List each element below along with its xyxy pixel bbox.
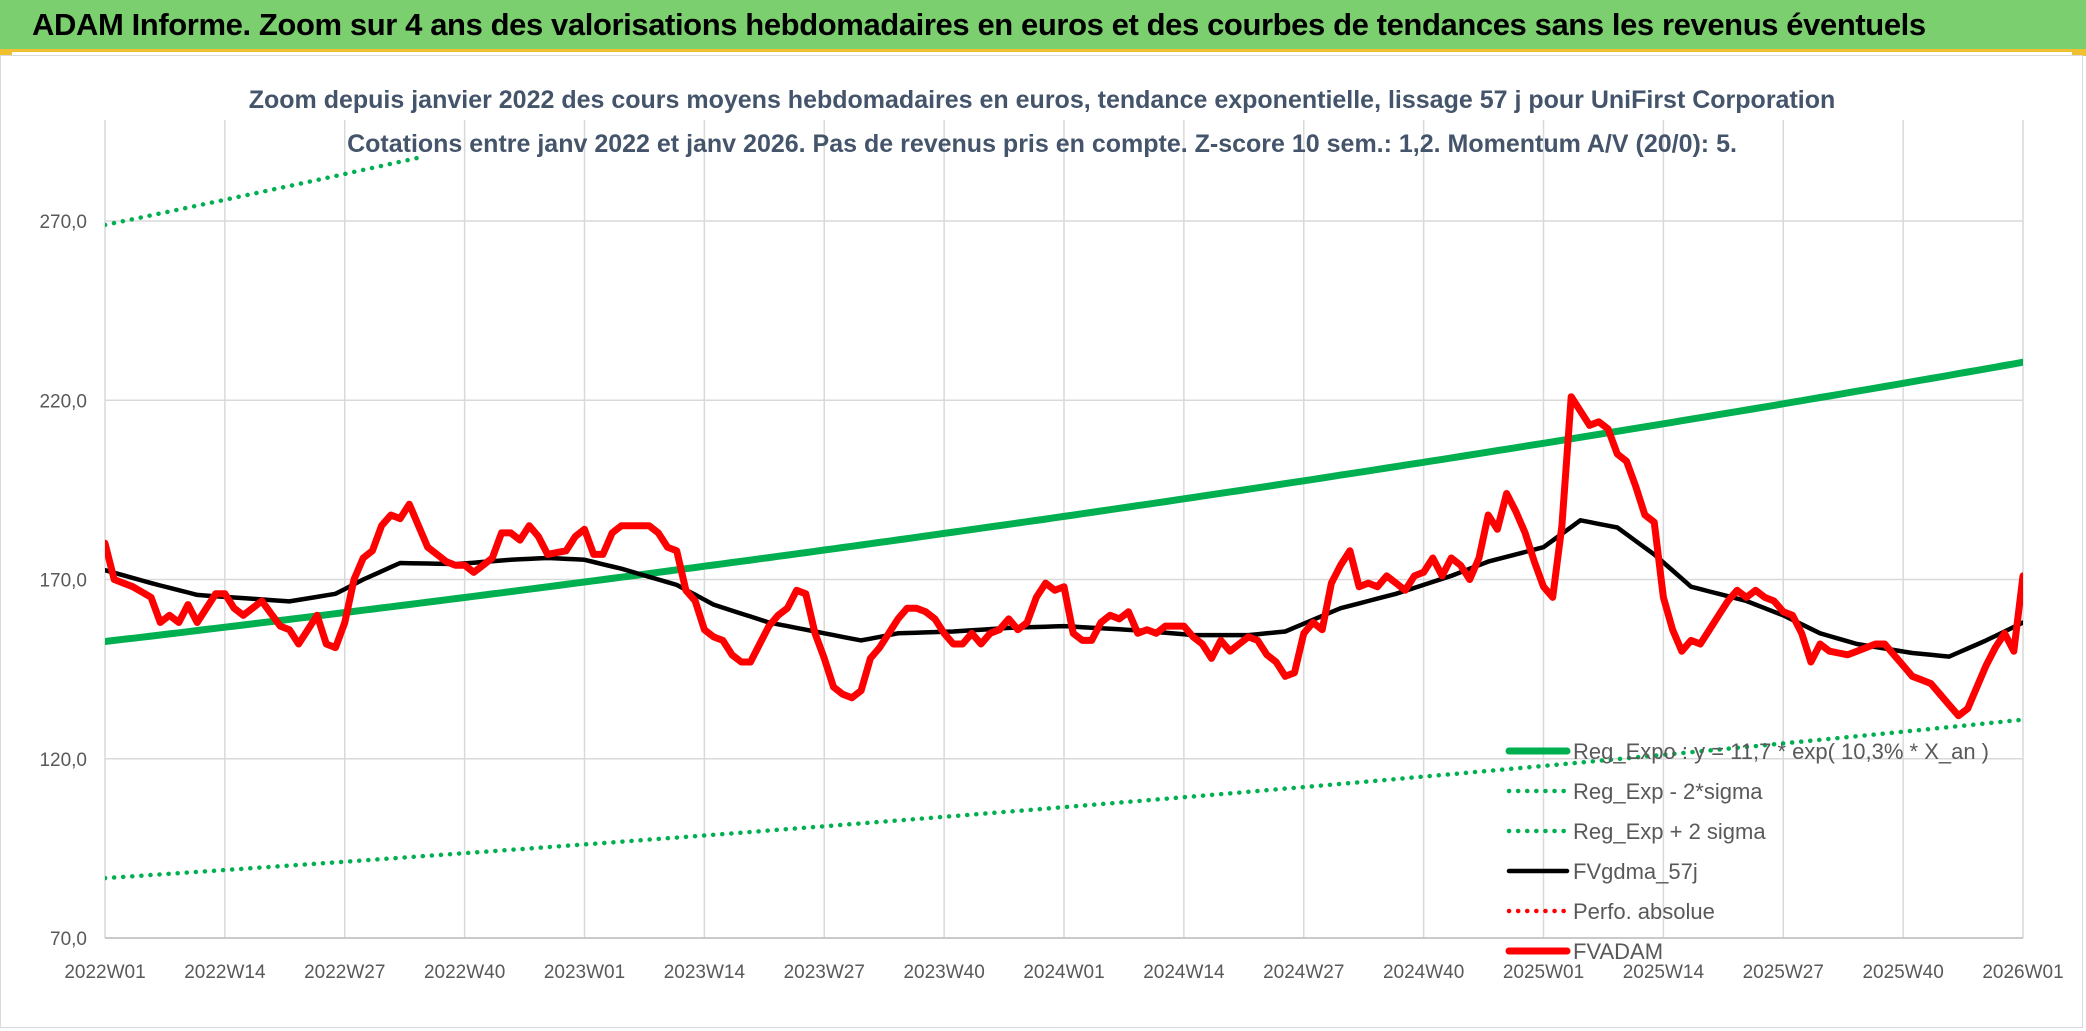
y-tick-label: 270,0 xyxy=(39,212,87,233)
legend: Reg_Expo : y = 11,7 * exp( 10,3% * X_an … xyxy=(1505,739,1989,964)
x-tick-label: 2026W01 xyxy=(1982,962,2063,983)
x-tick-label: 2022W27 xyxy=(304,962,385,983)
grid xyxy=(104,120,2024,939)
x-tick-label: 2023W40 xyxy=(903,962,984,983)
legend-label: Perfo. absolue xyxy=(1573,899,1715,924)
series-line-reg-expo-y-11-7-exp-10-3-x-an xyxy=(105,358,2023,645)
y-tick-label: 220,0 xyxy=(39,391,87,412)
x-tick-label: 2025W01 xyxy=(1503,962,1584,983)
chart: Zoom depuis janvier 2022 des cours moyen… xyxy=(39,86,2064,983)
x-tick-label: 2024W27 xyxy=(1263,962,1344,983)
x-tick-label: 2023W01 xyxy=(544,962,625,983)
chart-subtitle: Cotations entre janv 2022 et janv 2026. … xyxy=(347,130,1737,158)
chart-frame: Zoom depuis janvier 2022 des cours moyen… xyxy=(0,55,2083,1028)
x-tick-label: 2025W27 xyxy=(1743,962,1824,983)
x-axis: 2022W01 2022W14 2022W27 2022W40 2023W01 2023W… xyxy=(64,937,2064,983)
x-tick-label: 2022W01 xyxy=(64,962,145,983)
series-line-fvadam xyxy=(105,393,2023,720)
accent-bar-right xyxy=(2072,52,2086,56)
y-tick-label: 120,0 xyxy=(39,750,87,771)
x-tick-label: 2024W01 xyxy=(1023,962,1104,983)
chart-title: Zoom depuis janvier 2022 des cours moyen… xyxy=(249,86,1836,114)
legend-label: FVgdma_57j xyxy=(1573,859,1698,884)
legend-label: Reg_Exp + 2 sigma xyxy=(1573,819,1766,844)
series-line-fvgdma-57j xyxy=(105,518,2023,659)
x-tick-label: 2022W14 xyxy=(184,962,266,983)
x-tick-label: 2025W14 xyxy=(1623,962,1705,983)
x-tick-label: 2024W40 xyxy=(1383,962,1464,983)
series-line-reg-exp-2-sigma xyxy=(105,717,2023,881)
accent-bar-left xyxy=(0,52,12,56)
y-tick-label: 170,0 xyxy=(39,571,87,592)
x-tick-label: 2024W14 xyxy=(1143,962,1225,983)
legend-label: Reg_Expo : y = 11,7 * exp( 10,3% * X_an … xyxy=(1573,739,1989,764)
x-tick-label: 2022W40 xyxy=(424,962,505,983)
legend-label: Reg_Exp - 2*sigma xyxy=(1573,779,1763,804)
legend-label: FVADAM xyxy=(1573,939,1663,964)
x-tick-label: 2023W27 xyxy=(784,962,865,983)
y-axis: 70,0 120,0 170,0 220,0 270,0 xyxy=(39,212,87,950)
x-tick-label: 2023W14 xyxy=(664,962,746,983)
banner: ADAM Informe. Zoom sur 4 ans des valoris… xyxy=(0,0,2086,52)
y-tick-label: 70,0 xyxy=(50,929,87,950)
page-title: ADAM Informe. Zoom sur 4 ans des valoris… xyxy=(32,6,1926,42)
x-tick-label: 2025W40 xyxy=(1862,962,1943,983)
